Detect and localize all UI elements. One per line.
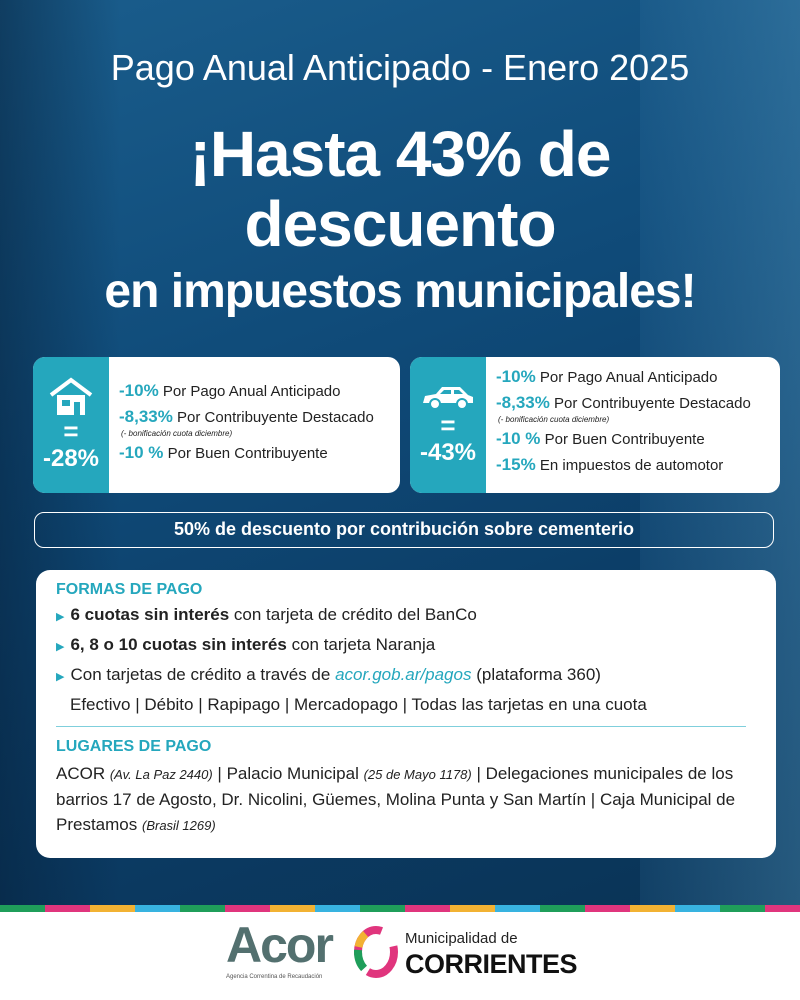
discount-line: -10 % Por Buen Contribuyente xyxy=(119,443,328,462)
headline: en impuestos municipales! xyxy=(104,265,696,318)
discount-line: -8,33% Por Contribuyente Destacado xyxy=(496,393,751,412)
vehicle-discount-card: = -43% -10% Por Pago Anual Anticipado -8… xyxy=(410,357,780,493)
list-item: ▶ 6 cuotas sin interés con tarjeta de cré… xyxy=(56,605,477,624)
payment-info-box: FORMAS DE PAGO ▶ 6 cuotas sin interés con… xyxy=(36,570,776,858)
municipality-name: CORRIENTES xyxy=(405,949,578,979)
headline: ¡Hasta 43% de xyxy=(189,118,612,190)
other-methods: Efectivo | Débito | Rapipago | Mercadopa… xyxy=(70,695,647,714)
divider xyxy=(56,726,746,727)
car-icon xyxy=(423,387,473,410)
places-text: ACOR (Av. La Paz 2440) | Palacio Municip… xyxy=(56,764,736,834)
equals-sign: = xyxy=(63,416,79,446)
house-icon xyxy=(49,377,93,415)
acor-logo-subtitle: Agencia Correntina de Recaudación xyxy=(226,974,323,980)
list-item: ▶ 6, 8 o 10 cuotas sin interés con tarjet… xyxy=(56,635,436,654)
payments-link[interactable]: acor.gob.ar/pagos xyxy=(335,665,472,684)
property-discount-card: = -28% -10% Por Pago Anual Anticipado -8… xyxy=(33,357,400,493)
color-stripe xyxy=(0,905,800,912)
discount-line: -10% Por Pago Anual Anticipado xyxy=(119,381,341,400)
discount-note: (- bonificación cuota diciembre) xyxy=(498,415,610,424)
discount-line: -8,33% Por Contribuyente Destacado xyxy=(119,407,374,426)
subtitle: Pago Anual Anticipado - Enero 2025 xyxy=(110,47,690,88)
discount-line: -15% En impuestos de automotor xyxy=(496,455,724,474)
card-side: = -28% xyxy=(33,357,109,493)
arrow-icon: ▶ xyxy=(56,671,65,683)
section-title: LUGARES DE PAGO xyxy=(56,738,212,755)
arrow-icon: ▶ xyxy=(56,641,65,653)
total-discount: -28% xyxy=(42,445,100,472)
cemetery-banner: 50% de descuento por contribución sobre … xyxy=(34,512,774,548)
discount-line: -10 % Por Buen Contribuyente xyxy=(496,429,705,448)
arrow-icon: ▶ xyxy=(56,611,65,623)
municipality-logo-icon xyxy=(354,926,398,978)
card-side: = -43% xyxy=(410,357,486,493)
total-discount: -43% xyxy=(419,439,477,466)
municipality-label: Municipalidad de xyxy=(405,930,518,947)
headline: descuento xyxy=(244,188,556,260)
list-item: ▶ Con tarjetas de crédito a través de aco… xyxy=(56,665,601,684)
section-title: FORMAS DE PAGO xyxy=(56,581,203,598)
discount-line: -10% Por Pago Anual Anticipado xyxy=(496,367,718,386)
equals-sign: = xyxy=(440,410,456,440)
discount-note: (- bonificación cuota diciembre) xyxy=(121,429,233,438)
acor-logo: Acor xyxy=(226,917,334,973)
